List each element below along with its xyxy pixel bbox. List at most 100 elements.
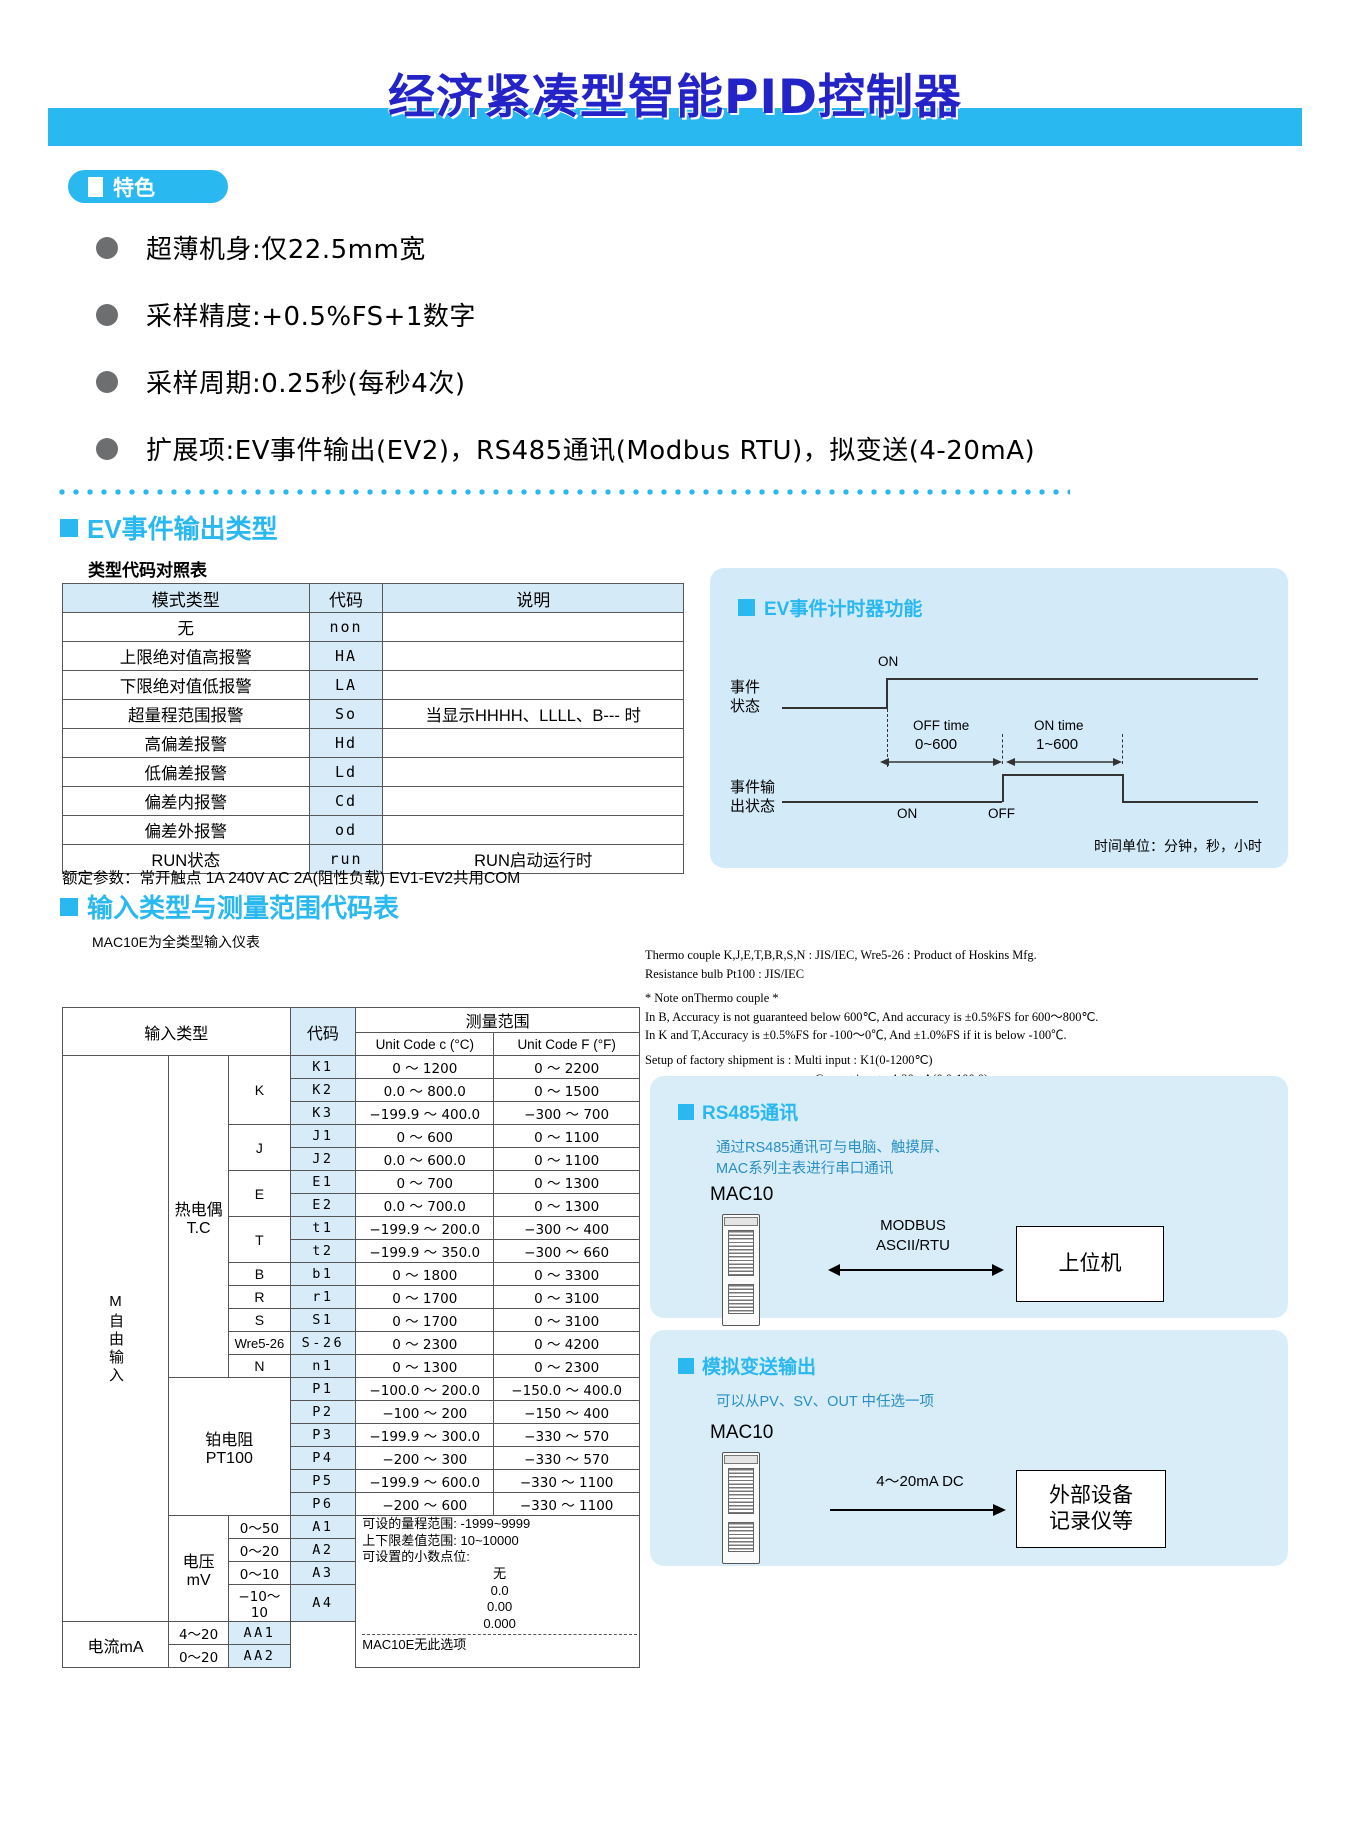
sensor-label: R [228, 1285, 291, 1309]
cell-mode: RUN状态 [62, 844, 310, 874]
feature-text: 采样周期:0.25秒(每秒4次) [146, 369, 466, 399]
table-row: P4 −200 ～ 300 −330 ～ 570 [63, 1446, 640, 1470]
column-header-range: 测量范围 [355, 1007, 640, 1033]
cell-code: P1 [289, 1377, 357, 1401]
cell-mode: 低偏差报警 [62, 757, 310, 787]
cell-code: AA1 [228, 1621, 291, 1645]
cell-range-c: −200 ～ 300 [355, 1446, 495, 1470]
cell-range-c: 0.0 ～ 800.0 [355, 1078, 495, 1102]
table-row: B b1 0 ～ 1800 0 ～ 3300 [63, 1262, 640, 1286]
cell-code: J1 [289, 1124, 357, 1148]
rs485-panel-title: RS485通讯 [702, 1103, 799, 1124]
group-label-line1: 铂电阻 [205, 1431, 254, 1449]
cell-range-f: −300 ～ 660 [493, 1239, 640, 1263]
list-item: 采样精度:+0.5%FS+1数字 [96, 281, 1276, 348]
module-cap [724, 1455, 758, 1464]
input-range-table: 输入类型 代码 测量范围 Unit Code c (°C) Unit Code … [62, 1007, 640, 1668]
group-label-thermocouple: 热电偶 T.C [167, 1055, 230, 1378]
table-row: M自由输入 热电偶 T.C K K1 0 ～ 1200 0 ～ 2200 [62, 1055, 640, 1622]
note-line: In B, Accuracy is not guaranteed below 6… [645, 1009, 1099, 1024]
on-time-label: ON time [1034, 718, 1084, 733]
cell-range-f: −330 ～ 1100 [493, 1492, 640, 1516]
feature-text: 扩展项:EV事件输出(EV2)，RS485通讯(Modbus RTU)，拟变送(… [146, 436, 1036, 466]
cell-desc [382, 728, 684, 758]
table-row: 无 non [62, 612, 684, 642]
table-row: 超量程范围报警 So 当显示HHHH、LLLL、B--- 时 [62, 699, 684, 729]
bullet-icon [96, 303, 118, 326]
ev-section-heading: EV事件输出类型 [60, 509, 278, 546]
waveform-line [1122, 801, 1258, 803]
analog-panel-description: 可以从PV、SV、OUT 中任选一项 [716, 1394, 935, 1410]
table-row: 电压 mV 0～50 A1 可设的量程范围: -1999~9999 上下限差值范… [63, 1515, 640, 1668]
cell-code: P3 [289, 1423, 357, 1447]
rs485-device-label: MAC10 [710, 1184, 774, 1205]
output-on-label: ON [897, 806, 918, 821]
ev-section-title: EV事件输出类型 [87, 514, 278, 544]
table-row: 0～20 A2 [63, 1538, 640, 1562]
cell-range-c: −199.9 ～ 200.0 [355, 1216, 495, 1240]
waveform-line [782, 707, 886, 709]
table-row: K2 0.0 ～ 800.0 0 ～ 1500 [63, 1078, 640, 1102]
cell-range-c: −100 ～ 200 [355, 1400, 495, 1424]
table-row: 偏差内报警 Cd [62, 786, 684, 816]
table-row: N n1 0 ～ 1300 0 ～ 2300 [63, 1354, 640, 1378]
cell-range-f: 0 ～ 1100 [493, 1147, 640, 1171]
analog-signal-label: 4～20mA DC [876, 1473, 964, 1490]
cell-volt-range: −10～10 [228, 1584, 291, 1622]
column-header-desc: 说明 [382, 583, 684, 613]
cell-range-c: 0.0 ～ 600.0 [355, 1147, 495, 1171]
cell-mode: 偏差内报警 [62, 786, 310, 816]
on-time-value: 1~600 [1036, 736, 1079, 753]
cell-mode: 高偏差报警 [62, 728, 310, 758]
cell-range-f: −330 ～ 570 [493, 1446, 640, 1470]
cell-range-c: 0.0 ～ 700.0 [355, 1193, 495, 1217]
features-list: 超薄机身:仅22.5mm宽 采样精度:+0.5%FS+1数字 采样周期:0.25… [96, 214, 1276, 482]
table-row: P2 −100 ～ 200 −150 ～ 400 [63, 1400, 640, 1424]
off-time-value: 0~600 [915, 736, 958, 753]
cell-code: t1 [289, 1216, 357, 1240]
table-row: 0～20 AA2 [63, 1644, 640, 1668]
table-row: J2 0.0 ～ 600.0 0 ～ 1100 [63, 1147, 640, 1171]
cell-range-c: 0 ～ 1800 [355, 1262, 495, 1286]
cell-code: P5 [289, 1469, 357, 1493]
rs485-desc-line2: MAC系列主表进行串口通讯 [716, 1161, 894, 1178]
cell-volt-range: 0～10 [228, 1561, 291, 1585]
protocol-line2: ASCII/RTU [876, 1236, 950, 1254]
sensor-label: B [228, 1262, 291, 1286]
cell-range-f: −150 ～ 400 [493, 1400, 640, 1424]
table-row: 低偏差报警 Ld [62, 757, 684, 787]
group-label-line2: T.C [186, 1219, 211, 1237]
analog-output-panel: 模拟变送输出 可以从PV、SV、OUT 中任选一项 MAC10 4～20mA D… [650, 1330, 1288, 1566]
cell-volt-range: 0～20 [228, 1538, 291, 1562]
group-label-rtd: 铂电阻 PT100 [168, 1377, 291, 1516]
module-grill [728, 1284, 754, 1314]
cell-desc [382, 786, 684, 816]
output-off-label: OFF [988, 806, 1015, 821]
output-state-label-line2: 出状态 [730, 798, 776, 815]
rs485-panel: RS485通讯 通过RS485通讯可与电脑、触摸屏、 MAC系列主表进行串口通讯… [650, 1076, 1288, 1326]
table-row: E E1 0 ～ 700 0 ～ 1300 [63, 1170, 640, 1217]
group-label-line1: 电压 [182, 1553, 215, 1571]
ev-code-table: 模式类型 代码 说明 无 non 上限绝对值高报警 HA 下限绝对值低报警 LA… [62, 583, 684, 874]
cell-desc [382, 815, 684, 845]
table-row: 下限绝对值低报警 LA [62, 670, 684, 700]
cell-code: E1 [289, 1170, 357, 1194]
cell-desc: RUN启动运行时 [382, 844, 684, 874]
cell-range-c: −199.9 ～ 300.0 [355, 1423, 495, 1447]
rs485-desc-line1: 通过RS485通讯可与电脑、触摸屏、 [716, 1140, 949, 1156]
analog-panel-heading: 模拟变送输出 [678, 1352, 816, 1379]
cell-range-c: 0 ～ 1700 [355, 1285, 495, 1309]
column-header-code: 代码 [308, 583, 384, 613]
cell-mode: 无 [62, 612, 310, 642]
cell-code: E2 [289, 1193, 357, 1217]
cell-code: Ld [308, 757, 384, 787]
scale-note: 0.0 [490, 1582, 509, 1598]
note-line: Resistance bulb Pt100 : JIS/IEC [645, 966, 805, 981]
cell-range-c: 0 ～ 1300 [355, 1354, 495, 1378]
note-line: Setup of factory shipment is : Multi inp… [645, 1053, 933, 1068]
cell-code: K1 [289, 1055, 357, 1079]
cell-range-c: 0 ～ 600 [355, 1124, 495, 1148]
sensor-label: E [228, 1170, 291, 1217]
waveform-line [782, 801, 1002, 803]
cell-code: S1 [289, 1308, 357, 1332]
